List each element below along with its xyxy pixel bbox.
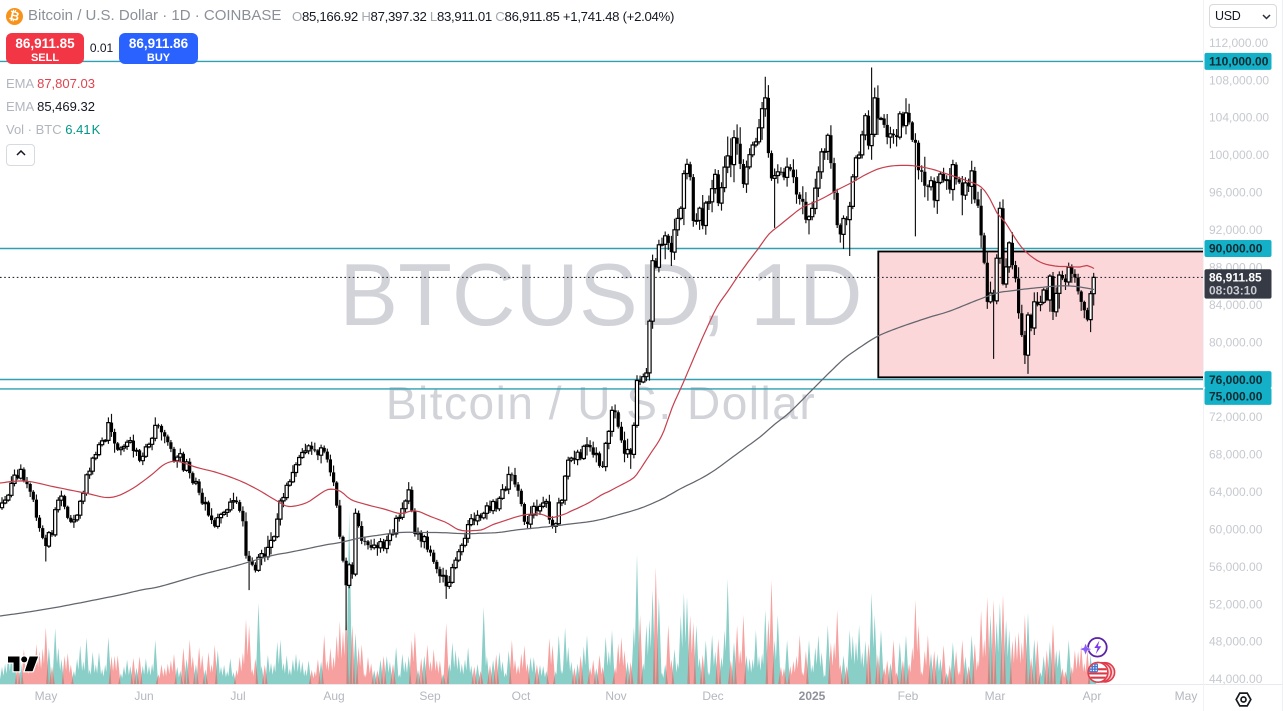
svg-text:Bitcoin / U.S. Dollar: Bitcoin / U.S. Dollar	[386, 377, 816, 429]
svg-text:56,000.00: 56,000.00	[1209, 560, 1263, 574]
svg-text:Jul: Jul	[230, 689, 245, 703]
svg-text:BTCUSD, 1D: BTCUSD, 1D	[339, 245, 862, 344]
svg-text:104,000.00: 104,000.00	[1209, 111, 1269, 125]
svg-text:52,000.00: 52,000.00	[1209, 597, 1263, 611]
svg-text:Aug: Aug	[323, 689, 344, 703]
svg-text:Feb: Feb	[898, 689, 919, 703]
svg-text:108,000.00: 108,000.00	[1209, 73, 1269, 87]
svg-text:92,000.00: 92,000.00	[1209, 223, 1263, 237]
svg-text:96,000.00: 96,000.00	[1209, 186, 1263, 200]
svg-text:80,000.00: 80,000.00	[1209, 335, 1263, 349]
svg-text:Sep: Sep	[419, 689, 441, 703]
svg-text:90,000.00: 90,000.00	[1209, 242, 1263, 256]
svg-text:08:03:10: 08:03:10	[1209, 284, 1257, 298]
svg-text:May: May	[35, 689, 58, 703]
svg-text:64,000.00: 64,000.00	[1209, 485, 1263, 499]
svg-text:110,000.00: 110,000.00	[1209, 55, 1269, 69]
svg-text:Apr: Apr	[1083, 689, 1102, 703]
svg-text:Oct: Oct	[512, 689, 531, 703]
svg-text:48,000.00: 48,000.00	[1209, 635, 1263, 649]
svg-text:60,000.00: 60,000.00	[1209, 522, 1263, 536]
svg-text:75,000.00: 75,000.00	[1209, 390, 1263, 404]
svg-text:Dec: Dec	[702, 689, 723, 703]
svg-text:68,000.00: 68,000.00	[1209, 448, 1263, 462]
svg-text:76,000.00: 76,000.00	[1209, 373, 1263, 387]
svg-text:2025: 2025	[799, 689, 826, 703]
svg-text:Nov: Nov	[605, 689, 626, 703]
svg-text:72,000.00: 72,000.00	[1209, 410, 1263, 424]
svg-text:100,000.00: 100,000.00	[1209, 148, 1269, 162]
svg-text:Jun: Jun	[134, 689, 153, 703]
svg-text:86,911.85: 86,911.85	[1209, 271, 1262, 285]
svg-text:Mar: Mar	[985, 689, 1006, 703]
svg-text:May: May	[1175, 689, 1198, 703]
svg-text:112,000.00: 112,000.00	[1209, 36, 1268, 50]
svg-text:44,000.00: 44,000.00	[1209, 672, 1263, 686]
svg-text:84,000.00: 84,000.00	[1209, 298, 1263, 312]
